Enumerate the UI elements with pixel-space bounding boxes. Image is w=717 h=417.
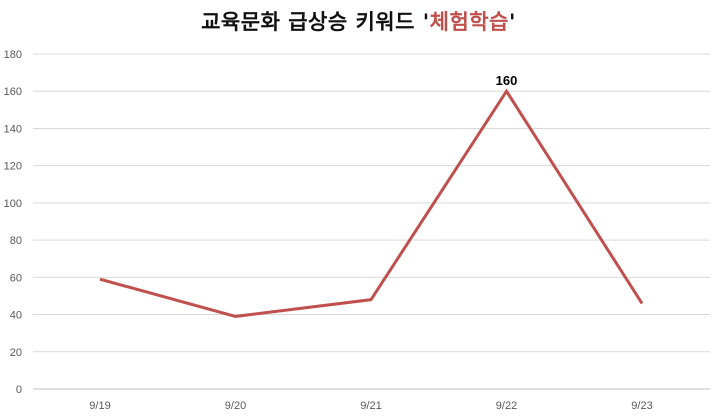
x-tick-label: 9/20 — [225, 400, 246, 412]
y-tick-label: 80 — [10, 235, 22, 247]
y-tick-label: 140 — [4, 123, 22, 135]
y-tick-label: 20 — [10, 347, 22, 359]
y-tick-label: 180 — [4, 49, 22, 61]
title-highlight: 체험학습 — [429, 10, 509, 34]
title-prefix: 교육문화 급상승 키워드 ' — [201, 10, 430, 34]
y-tick-label: 60 — [10, 272, 22, 284]
y-tick-label: 120 — [4, 161, 22, 173]
data-label: 160 — [496, 73, 518, 88]
chart-title: 교육문화 급상승 키워드 '체험학습' — [0, 6, 717, 36]
y-tick-label: 160 — [4, 86, 22, 98]
x-tick-label: 9/19 — [89, 400, 110, 412]
x-tick-label: 9/23 — [631, 400, 652, 412]
y-tick-label: 40 — [10, 310, 22, 322]
x-tick-label: 9/22 — [496, 400, 517, 412]
y-tick-label: 100 — [4, 198, 22, 210]
x-tick-label: 9/21 — [360, 400, 381, 412]
title-suffix: ' — [508, 10, 516, 34]
series-line — [99, 88, 644, 318]
y-tick-label: 0 — [16, 384, 22, 396]
